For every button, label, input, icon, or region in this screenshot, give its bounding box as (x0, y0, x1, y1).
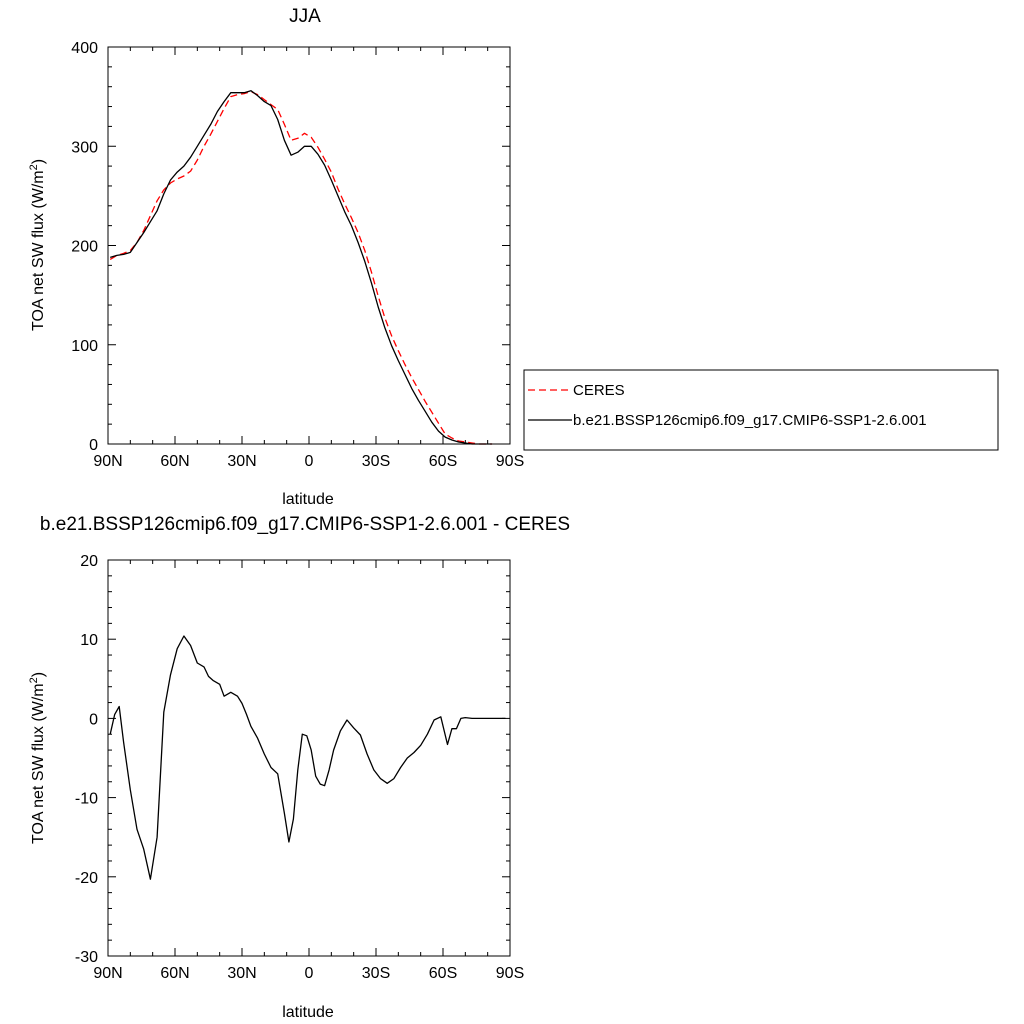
bottom-series-line-0 (109, 635, 506, 880)
bottom-x-tick-label: 30N (227, 965, 256, 982)
top-x-tick-labels: 90N 60N 30N 0 30S 60S 90S (93, 453, 524, 470)
bottom-plot-frame (107, 559, 511, 957)
top-x-tick-label: 30S (362, 453, 390, 470)
top-series-line-0 (109, 91, 493, 445)
bottom-y-tick-label: 20 (80, 553, 98, 570)
bottom-y-axis-label-sup: 2 (28, 677, 40, 683)
top-y-tick-label: 0 (89, 437, 98, 454)
bottom-y-tick-label: -20 (75, 870, 98, 887)
top-x-tick-label: 0 (305, 453, 314, 470)
bottom-chart-title: b.e21.BSSP126cmip6.f09_g17.CMIP6-SSP1-2.… (40, 514, 570, 535)
bottom-y-tick-label: 0 (89, 711, 98, 728)
top-y-axis-label-sup: 2 (28, 164, 40, 170)
top-x-tick-label: 90N (93, 453, 122, 470)
top-plot-frame (107, 46, 511, 445)
top-y-axis-label: TOA net SW flux (W/m2) (28, 159, 47, 331)
bottom-x-tick-label: 60N (160, 965, 189, 982)
bottom-y-axis-label: TOA net SW flux (W/m2) (28, 672, 47, 844)
top-series-group (109, 90, 493, 445)
legend-label-ceres: CERES (573, 382, 625, 399)
top-ticks (107, 46, 511, 445)
top-x-tick-label: 90S (496, 453, 524, 470)
bottom-x-tick-label: 90N (93, 965, 122, 982)
top-panel: JJA 90N 60N 30N 0 30S 60S 90S 0 100 200 300 400 la… (28, 6, 999, 508)
bottom-y-tick-label: 10 (80, 632, 98, 649)
bottom-x-axis-label: latitude (282, 1004, 334, 1021)
legend-box (523, 369, 999, 451)
legend: CERES b.e21.BSSP126cmip6.f09_g17.CMIP6-S… (523, 369, 999, 451)
bottom-x-tick-label: 60S (429, 965, 457, 982)
bottom-y-tick-label: -30 (75, 949, 98, 966)
bottom-x-tick-labels: 90N 60N 30N 0 30S 60S 90S (93, 965, 524, 982)
bottom-y-axis-label-main: TOA net SW flux (W/m (30, 683, 47, 844)
top-y-tick-labels: 0 100 200 300 400 (71, 40, 98, 454)
top-y-tick-label: 100 (71, 338, 98, 355)
top-y-axis-label-main: TOA net SW flux (W/m (30, 170, 47, 331)
bottom-x-tick-label: 90S (496, 965, 524, 982)
top-series-line-1 (110, 90, 493, 445)
bottom-x-tick-label: 0 (305, 965, 314, 982)
top-y-axis-label-close: ) (30, 159, 47, 164)
bottom-series-group (109, 635, 506, 880)
bottom-x-tick-label: 30S (362, 965, 390, 982)
top-y-tick-label: 300 (71, 139, 98, 156)
bottom-panel: b.e21.BSSP126cmip6.f09_g17.CMIP6-SSP1-2.… (28, 514, 570, 1021)
bottom-y-tick-labels: -30 -20 -10 0 10 20 (75, 553, 98, 966)
top-y-tick-label: 400 (71, 40, 98, 57)
bottom-ticks (107, 559, 511, 957)
bottom-y-tick-label: -10 (75, 791, 98, 808)
top-x-tick-label: 30N (227, 453, 256, 470)
top-x-tick-label: 60N (160, 453, 189, 470)
top-y-tick-label: 200 (71, 239, 98, 256)
bottom-y-axis-label-close: ) (30, 672, 47, 677)
top-x-axis-label: latitude (282, 491, 334, 508)
top-chart-title: JJA (289, 6, 321, 27)
top-x-tick-label: 60S (429, 453, 457, 470)
legend-label-model: b.e21.BSSP126cmip6.f09_g17.CMIP6-SSP1-2.… (573, 412, 927, 429)
